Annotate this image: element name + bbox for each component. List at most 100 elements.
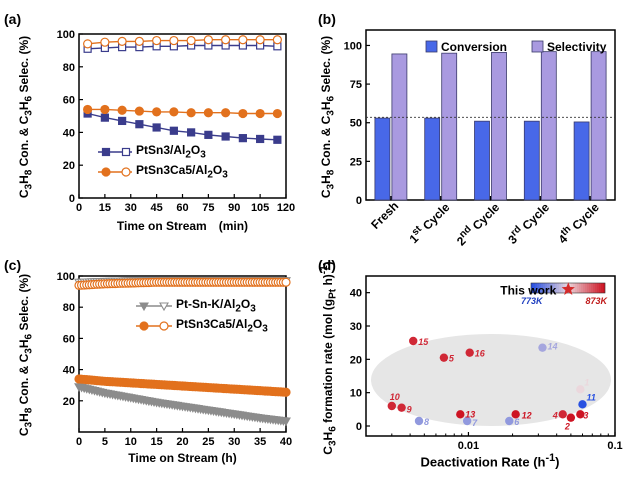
- panel-c-y-tick-label: 60: [63, 333, 75, 345]
- panel-c-x-tick-label: 40: [280, 436, 292, 448]
- scatter-point-label: 8: [424, 417, 429, 427]
- scatter-point: [511, 410, 519, 418]
- panel-c-y-tick-label: 40: [63, 365, 75, 377]
- scatter-point-label: 14: [547, 342, 557, 352]
- scatter-point-label: 1: [584, 377, 589, 387]
- conversion-bar: [524, 121, 539, 200]
- panel-c-x-tick-label: 25: [202, 436, 214, 448]
- panel-a-legend-marker: [103, 149, 110, 156]
- panel-a-point: [273, 110, 281, 118]
- panel-a-point: [170, 127, 177, 134]
- panel-c-x-tick-label: 0: [76, 436, 82, 448]
- colorbar-segment: [575, 283, 577, 293]
- panel-b-y-tick-label: 25: [350, 156, 362, 168]
- panel-a-legend-marker: [102, 168, 110, 176]
- colorbar-segment: [591, 283, 593, 293]
- panel-c-legend-label-1: Pt-Sn-K/Al2O3: [176, 298, 286, 314]
- colorbar-segment: [597, 283, 599, 293]
- scatter-point-label: 9: [407, 405, 412, 415]
- panel-a-point: [222, 133, 229, 140]
- panel-a-series-line: [88, 46, 278, 49]
- panel-a-ylabel: C3H8 Con. & C3H6 Selec. (%): [18, 22, 34, 212]
- panel-a-point: [204, 36, 212, 44]
- scatter-point: [415, 417, 423, 425]
- panel-a-point: [135, 37, 143, 45]
- colorbar-segment: [599, 283, 601, 293]
- panel-b-y-tick-label: 100: [344, 40, 362, 52]
- panel-a-x-tick-label: 120: [277, 202, 295, 214]
- panel-a-legend-label-2-box: PtSn3Ca5/Al2O3: [136, 164, 266, 182]
- panel-c-legend-label-2: PtSn3Ca5/Al2O3: [176, 318, 286, 334]
- panel-d-y-tick-label: 40: [350, 288, 362, 300]
- scatter-point: [466, 348, 474, 356]
- panel-a-y-tick-label: 0: [69, 193, 75, 205]
- scatter-point-label: 10: [390, 392, 400, 402]
- panel-a-point: [101, 105, 109, 113]
- panel-a-point: [256, 36, 264, 44]
- scatter-point: [559, 410, 567, 418]
- panel-a-legend-label-2: PtSn3Ca5/Al2O3: [136, 164, 266, 180]
- panel-c-x-tick-label: 35: [254, 436, 266, 448]
- panel-a-point: [119, 117, 126, 124]
- scatter-point-label: 2: [564, 422, 570, 432]
- panel-a-ylabel-group: C3H8 Con. & C3H6 Selec. (%): [18, 22, 36, 212]
- panel-a-x-tick-label: 60: [176, 202, 188, 214]
- panel-a-point: [101, 114, 108, 121]
- selectivity-bar: [541, 52, 556, 200]
- panel-d: (d)0102030400.01 0.1Deactivation Rate (h-…: [318, 248, 623, 471]
- colorbar-segment: [585, 283, 587, 293]
- panel-c-legend-marker: [140, 322, 148, 330]
- colorbar-low-label: 773K: [521, 296, 544, 306]
- panel-a-point: [101, 38, 109, 46]
- panel-d-y-tick-label: 30: [350, 321, 362, 333]
- scatter-point: [567, 413, 575, 421]
- conversion-bar: [425, 118, 440, 200]
- panel-c-legend-label-1-box: Pt-Sn-K/Al2O3: [176, 298, 286, 316]
- conversion-bar: [475, 121, 490, 200]
- panel-a-x-tick-label: 90: [228, 202, 240, 214]
- panel-a-series-line: [88, 114, 278, 140]
- panel-d-ylabel-box: C3H6 formation rate (mol (gPt h)-1): [320, 248, 338, 468]
- colorbar-segment: [579, 283, 581, 293]
- panel-c-x-tick-label: 10: [125, 436, 137, 448]
- scatter-point: [505, 417, 513, 425]
- panel-a-point: [187, 109, 195, 117]
- scatter-point: [538, 343, 546, 351]
- panel-a-point: [153, 37, 161, 45]
- panel-a-point: [84, 105, 92, 113]
- panel-d-y-tick-label: 10: [350, 388, 362, 400]
- panel-a-x-tick-label: 75: [202, 202, 214, 214]
- panel-b-ylabel: C3H8 Con. & C3H6 Selec. (%): [320, 22, 336, 212]
- panel-a-x-tick-label: 15: [99, 202, 111, 214]
- colorbar-segment: [589, 283, 591, 293]
- colorbar-segment: [601, 283, 603, 293]
- panel-a-ylabel-box: C3H8 Con. & C3H6 Selec. (%): [18, 22, 36, 212]
- colorbar-segment: [557, 283, 559, 293]
- panel-c-x-tick-label: 5: [102, 436, 108, 448]
- scatter-point: [578, 400, 586, 408]
- panel-a-point: [187, 37, 195, 45]
- panel-c-x-tick-label: 30: [228, 436, 240, 448]
- panel-a-x-tick-label: 45: [151, 202, 163, 214]
- panel-a-y-tick-label: 40: [63, 127, 75, 139]
- colorbar-segment: [581, 283, 583, 293]
- scatter-point-label: 15: [418, 337, 429, 347]
- panel-a-x-tick-label: 105: [251, 202, 269, 214]
- conversion-bar: [574, 122, 589, 200]
- panel-d-ylabel-group: C3H6 formation rate (mol (gPt h)-1): [320, 248, 338, 468]
- panel-a-point: [257, 135, 264, 142]
- panel-a-legend-label-1-box: PtSn3/Al2O3: [136, 144, 266, 162]
- legend-label-selectivity: Selectivity: [547, 40, 607, 54]
- panel-d-x-tick-label: 0.1: [607, 440, 622, 452]
- scatter-point-label: 12: [522, 410, 532, 420]
- panel-c-ylabel-box: C3H8 Con. & C3H6 Selec. (%): [18, 260, 36, 450]
- panel-b-category-label: 4th Cycle: [542, 200, 601, 259]
- panel-a-legend-marker: [123, 149, 130, 156]
- panel-d-ylabel: C3H6 formation rate (mol (gPt h)-1): [320, 248, 338, 468]
- colorbar-segment: [593, 283, 595, 293]
- scatter-point-label: 4: [552, 410, 558, 420]
- colorbar-segment: [577, 283, 579, 293]
- panel-c-point: [282, 278, 290, 286]
- panel-a-point: [153, 108, 161, 116]
- colorbar-segment: [595, 283, 597, 293]
